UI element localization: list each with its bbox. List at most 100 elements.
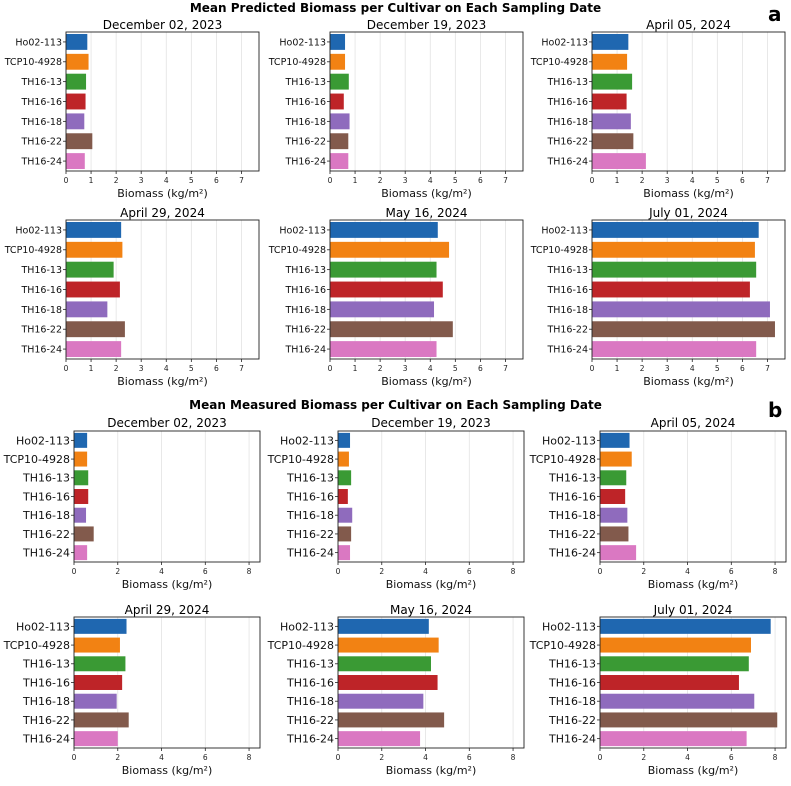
category-label: TH16-18 (22, 509, 70, 522)
category-label: TH16-13 (20, 265, 62, 276)
category-label: TH16-22 (546, 325, 588, 336)
bar (74, 656, 126, 672)
x-tick-label: 4 (690, 364, 695, 373)
bar (600, 693, 755, 709)
category-label: TH16-24 (22, 547, 70, 560)
x-tick-label: 6 (203, 567, 208, 576)
bar-chart: Ho02-113 TCP10-4928 TH16-13 TH16-16 TH16-18 T… (3, 616, 261, 777)
bar (74, 526, 94, 542)
category-label: TH16-13 (286, 658, 334, 671)
category-label: TH16-13 (22, 472, 70, 485)
category-label: TH16-24 (286, 733, 334, 746)
category-label: TH16-13 (546, 77, 588, 88)
x-tick-label: 6 (214, 364, 219, 373)
x-tick-label: 4 (159, 567, 164, 576)
bar (338, 489, 348, 504)
x-tick-label: 4 (423, 753, 428, 762)
panel-title: April 05, 2024 (650, 416, 736, 430)
x-tick-label: 0 (72, 567, 77, 576)
category-label: TH16-22 (546, 137, 588, 148)
category-label: TH16-22 (284, 137, 326, 148)
bar (600, 432, 630, 448)
bar (600, 451, 632, 467)
x-tick-label: 3 (403, 364, 408, 373)
x-tick-label: 6 (729, 753, 734, 762)
plot-frame (591, 31, 786, 172)
category-label: TH16-13 (20, 77, 62, 88)
x-tick-label: 2 (641, 567, 646, 576)
bar (74, 545, 88, 561)
bar (66, 153, 85, 170)
x-tick-label: 5 (189, 364, 194, 373)
panel-title: December 02, 2023 (107, 416, 227, 430)
x-tick-label: 6 (729, 567, 734, 576)
x-tick-label: 5 (453, 176, 458, 185)
x-tick-label: 2 (115, 567, 120, 576)
category-label: TH16-22 (284, 325, 326, 336)
section-b-letter: b (768, 398, 783, 422)
category-label: TH16-16 (22, 490, 70, 503)
category-label: Ho02-113 (15, 225, 62, 236)
category-label: TH16-13 (22, 658, 70, 671)
bar-chart: Ho02-113 TCP10-4928 TH16-13 TH16-16 TH16-18 T… (4, 219, 260, 388)
category-label: TH16-24 (22, 733, 70, 746)
bar (330, 73, 349, 90)
panel-title: July 01, 2024 (649, 206, 728, 220)
bar (74, 637, 120, 653)
x-tick-label: 0 (336, 567, 341, 576)
category-label: Ho02-113 (542, 620, 596, 633)
x-tick-label: 4 (159, 753, 164, 762)
bar (338, 712, 445, 728)
bar (66, 341, 122, 358)
category-label: TH16-16 (546, 97, 588, 108)
x-axis-label: Biomass (kg/m²) (122, 578, 213, 591)
bar (330, 33, 346, 50)
x-tick-label: 4 (428, 176, 433, 185)
bar (592, 73, 633, 90)
bar-chart: Ho02-113 TCP10-4928 TH16-13 TH16-16 TH16-18 T… (267, 430, 525, 591)
bar (66, 53, 89, 70)
x-tick-label: 4 (164, 364, 169, 373)
x-tick-label: 4 (690, 176, 695, 185)
x-tick-label: 2 (640, 364, 645, 373)
bar (330, 133, 349, 150)
bar (338, 656, 431, 672)
category-label: TH16-22 (20, 325, 62, 336)
bar (66, 73, 87, 90)
x-tick-label: 6 (214, 176, 219, 185)
category-label: TCP10-4928 (268, 245, 326, 256)
x-tick-label: 1 (89, 176, 94, 185)
bar (338, 432, 351, 448)
bar (592, 341, 757, 358)
category-label: TH16-24 (546, 156, 588, 167)
panel-title: April 29, 2024 (124, 603, 210, 617)
plot-frame (337, 430, 525, 563)
bar (330, 113, 350, 130)
x-tick-label: 0 (590, 364, 595, 373)
bar (74, 432, 88, 448)
x-tick-label: 5 (715, 176, 720, 185)
bar (74, 712, 129, 728)
plot-frame (329, 219, 524, 360)
bar (592, 321, 775, 338)
bar (600, 637, 751, 653)
category-label: TH16-16 (22, 676, 70, 689)
bar (74, 731, 118, 747)
bar (592, 281, 750, 298)
bar (338, 675, 438, 690)
bar (66, 301, 108, 318)
x-tick-label: 4 (685, 753, 690, 762)
category-label: TH16-18 (22, 695, 70, 708)
bar (330, 221, 438, 238)
category-label: Ho02-113 (280, 620, 334, 633)
category-label: TH16-18 (284, 305, 326, 316)
x-tick-label: 7 (765, 364, 770, 373)
bar-chart: Ho02-113 TCP10-4928 TH16-13 TH16-16 TH16-18 T… (529, 616, 787, 777)
bar (330, 93, 344, 110)
category-label: TH16-16 (284, 285, 326, 296)
bar (600, 526, 629, 542)
bar (600, 731, 747, 747)
bar (330, 301, 435, 318)
x-tick-label: 2 (114, 176, 119, 185)
bar (74, 470, 89, 486)
